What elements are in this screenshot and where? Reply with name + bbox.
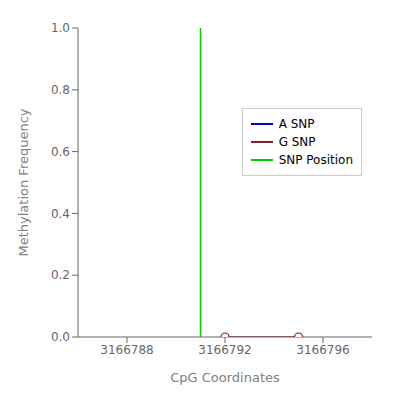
svg-text:0.6: 0.6	[51, 145, 70, 159]
svg-text:0.8: 0.8	[51, 83, 70, 97]
svg-text:3166788: 3166788	[100, 343, 153, 357]
svg-text:0.4: 0.4	[51, 207, 70, 221]
svg-text:3166792: 3166792	[198, 343, 251, 357]
html-text:SNP Position: SNP Position	[278, 153, 353, 167]
svg-text:CpG Coordinates: CpG Coordinates	[170, 370, 280, 385]
html-text:A SNP: A SNP	[278, 117, 315, 131]
svg-text:0.2: 0.2	[51, 268, 70, 282]
svg-text:1.0: 1.0	[51, 21, 70, 35]
svg-text:3166796: 3166796	[296, 343, 349, 357]
svg-text:0.0: 0.0	[51, 330, 70, 344]
html-text:G SNP: G SNP	[278, 135, 316, 149]
svg-text:Methylation Frequency: Methylation Frequency	[16, 108, 31, 256]
